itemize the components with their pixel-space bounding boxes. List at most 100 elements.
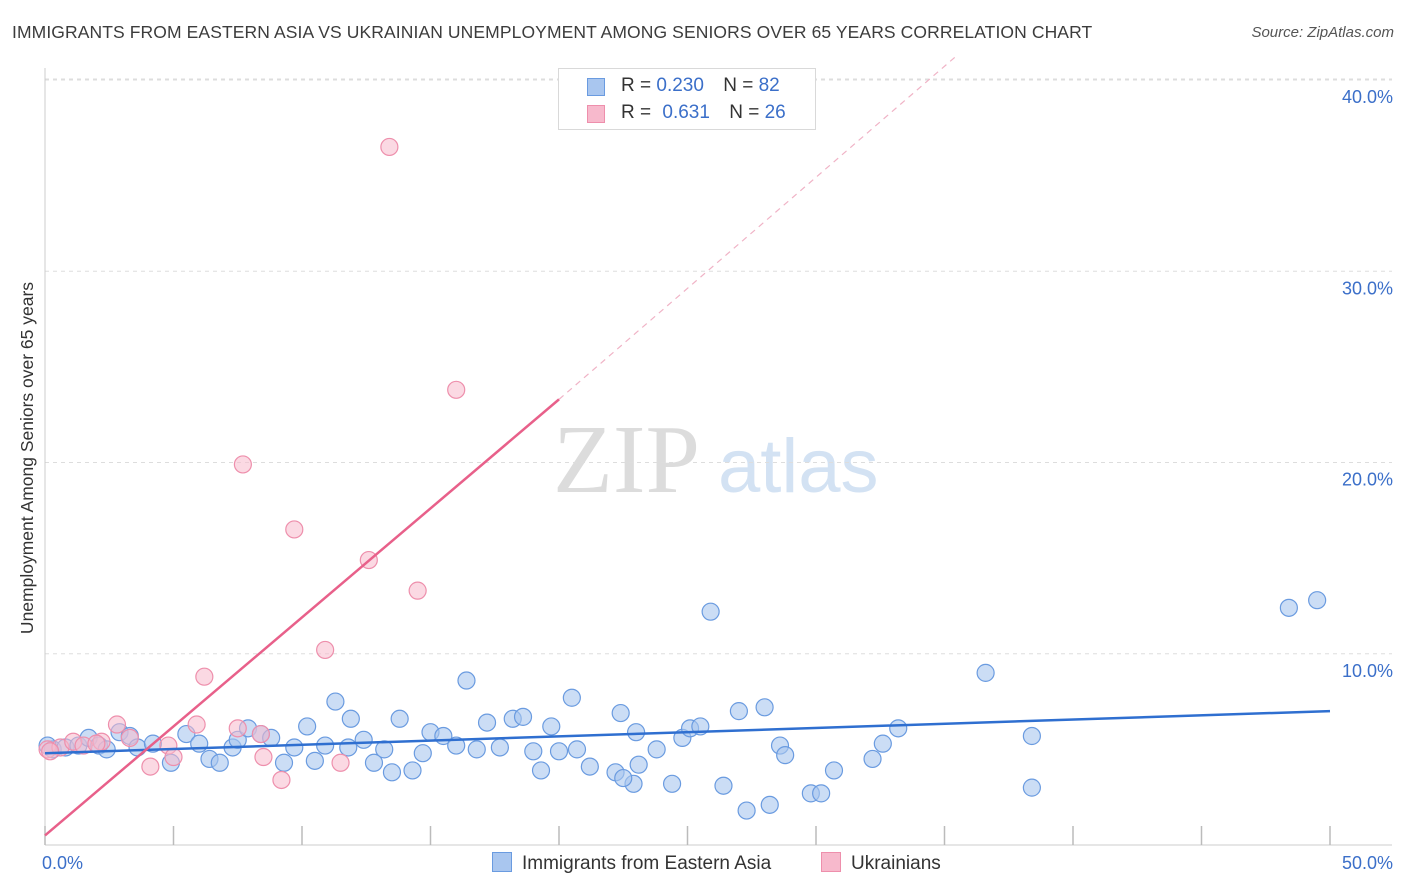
ukrainians-point: [187, 715, 206, 734]
eastern-asia-point: [760, 795, 779, 814]
eastern-asia-point: [776, 746, 795, 765]
legend-item-eastern-asia: Immigrants from Eastern Asia: [492, 852, 771, 875]
eastern-asia-point: [477, 713, 497, 732]
ukrainians-point: [195, 667, 214, 686]
ukrainians-point: [164, 747, 183, 767]
ukrainians-point: [41, 742, 60, 761]
eastern-asia-point: [863, 749, 882, 769]
eastern-asia-point: [316, 736, 335, 755]
eastern-asia-point: [614, 768, 633, 788]
ukrainians-point: [228, 719, 247, 738]
eastern-asia-point: [629, 755, 648, 774]
eastern-asia-point: [567, 740, 587, 759]
eastern-asia-point: [531, 761, 551, 780]
eastern-asia-point: [976, 663, 995, 682]
eastern-asia-point: [549, 742, 569, 761]
watermark-atlas: atlas: [718, 424, 879, 509]
eastern-asia-point: [755, 698, 774, 717]
eastern-asia-point: [580, 757, 599, 776]
eastern-asia-point: [413, 744, 432, 763]
eastern-asia-point: [390, 709, 409, 728]
eastern-asia-point: [354, 730, 373, 749]
n-label: N =: [729, 102, 760, 123]
eastern-asia-point: [562, 688, 581, 707]
eastern-asia-point: [403, 761, 422, 780]
eastern-asia-point: [812, 784, 831, 803]
n-label: N =: [723, 75, 754, 96]
eastern-asia-point: [513, 707, 533, 726]
y-axis-title: Unemployment Among Seniors over 65 years: [17, 282, 37, 634]
eastern-asia-point: [490, 738, 509, 757]
ukrainians-trend-line: [44, 398, 560, 837]
eastern-asia-point: [467, 740, 486, 759]
eastern-asia-point: [457, 671, 476, 690]
eastern-asia-point: [662, 774, 682, 793]
y-tick-label: 30.0%: [1342, 278, 1393, 298]
r-label: R =: [621, 75, 652, 96]
eastern-asia-point: [824, 761, 844, 780]
eastern-asia-point: [285, 738, 304, 757]
chart-title: IMMIGRANTS FROM EASTERN ASIA VS UKRAINIA…: [12, 22, 1093, 42]
ukrainians-point: [251, 724, 270, 744]
eastern-asia-point: [1022, 726, 1041, 746]
eastern-asia-point: [524, 742, 543, 761]
eastern-asia-point: [326, 692, 345, 711]
y-tick-label: 20.0%: [1342, 470, 1393, 490]
r-label: R =: [621, 102, 652, 123]
eastern-asia-point: [305, 751, 324, 770]
ukrainians-point: [447, 380, 466, 399]
eastern-asia-point: [729, 702, 749, 721]
n-value: 82: [758, 75, 780, 96]
legend-label: Immigrants from Eastern Asia: [522, 853, 772, 874]
ukrainians-point: [272, 770, 291, 790]
ukrainians-point: [87, 734, 106, 753]
eastern-asia-point: [274, 753, 294, 772]
correlation-legend: R = 0.230 N = 82 R = 0.631 N = 26: [558, 68, 816, 130]
eastern-asia-point: [701, 602, 720, 621]
y-tick-label: 40.0%: [1342, 87, 1393, 107]
eastern-asia-point: [1308, 591, 1327, 610]
eastern-asia-point: [341, 709, 360, 728]
eastern-asia-trend-line: [44, 709, 1331, 755]
n-value: 26: [764, 102, 786, 123]
r-value: 0.230: [656, 75, 704, 96]
ukrainians-point: [233, 455, 252, 474]
ukrainians-point: [380, 137, 399, 157]
eastern-asia-point: [542, 717, 561, 736]
eastern-asia-point: [873, 734, 892, 753]
watermark-zip: ZIP: [553, 406, 700, 514]
eastern-asia-point: [647, 740, 666, 759]
legend-label: Ukrainians: [851, 853, 941, 874]
blue-swatch-icon: [587, 78, 605, 96]
y-tick-label: 10.0%: [1342, 661, 1393, 681]
eastern-asia-point: [447, 736, 466, 755]
r-value: 0.631: [662, 102, 710, 123]
pink-swatch-icon: [587, 105, 605, 123]
eastern-asia-point: [1022, 778, 1041, 797]
ukrainians-point: [120, 728, 139, 748]
eastern-asia-point: [611, 703, 630, 723]
ukrainians-point: [141, 757, 160, 776]
eastern-asia-point: [737, 801, 756, 820]
blue-swatch-icon: [492, 852, 512, 872]
ukrainians-point: [331, 753, 350, 772]
eastern-asia-point: [339, 738, 358, 757]
ukrainians-point: [107, 715, 127, 734]
eastern-asia-point: [626, 723, 646, 742]
eastern-asia-point: [364, 753, 384, 772]
eastern-asia-point: [210, 753, 229, 772]
ukrainians-point: [254, 747, 273, 767]
pink-swatch-icon: [821, 852, 841, 872]
ukrainians-point: [316, 640, 335, 660]
eastern-asia-point: [298, 717, 317, 736]
ukrainians-point: [408, 581, 427, 600]
legend-item-ukrainians: Ukrainians: [821, 852, 941, 875]
eastern-asia-point: [714, 776, 733, 795]
x-tick-label: 50.0%: [1342, 853, 1393, 873]
eastern-asia-point: [889, 719, 908, 738]
eastern-asia-point: [382, 763, 402, 782]
x-tick-label: 0.0%: [42, 853, 83, 873]
legend-row-pink: R = 0.631 N = 26: [587, 102, 786, 126]
source-label: Source: ZipAtlas.com: [1251, 24, 1394, 41]
